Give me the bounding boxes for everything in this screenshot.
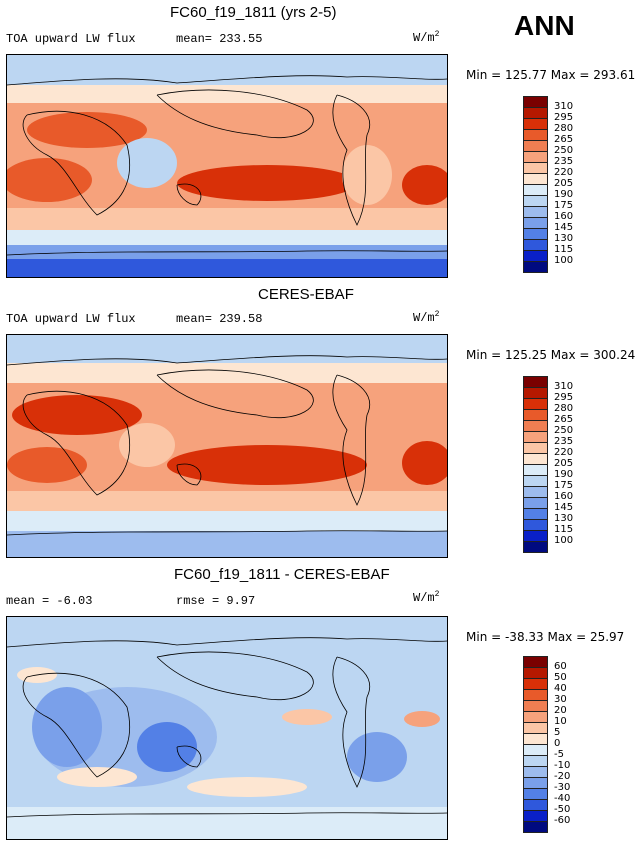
panel2-colorbar: 310 295 280 265 250 235 220 205 190 175 160 145 130 1… — [523, 376, 583, 553]
colorbar-tick-label: 220 — [554, 167, 574, 178]
colorbar-tick-label: 100 — [554, 535, 574, 546]
colorbar-tick-label: 20 — [554, 705, 567, 716]
colorbar-tick-label: 265 — [554, 134, 574, 145]
panel3-map-field — [7, 617, 447, 839]
panel2-map — [6, 334, 448, 558]
panel3-title: FC60_f19_1811 - CERES-EBAF — [174, 566, 390, 583]
colorbar-tick-label: 250 — [554, 145, 574, 156]
panel3-mean: mean = -6.03 — [6, 594, 93, 608]
panel1-units: W/m2 — [413, 30, 440, 45]
panel2-map-field — [7, 335, 447, 557]
colorbar-tick-label: 295 — [554, 392, 574, 403]
colorbar-tick-label: 190 — [554, 469, 574, 480]
panel1-mean: mean= 233.55 — [176, 32, 263, 46]
panel1-minmax: Min = 125.77 Max = 293.61 — [466, 68, 636, 82]
colorbar-tick-label: 310 — [554, 101, 574, 112]
colorbar-swatch — [523, 821, 548, 833]
colorbar-tick-label: 205 — [554, 458, 574, 469]
colorbar-tick-label: 30 — [554, 694, 567, 705]
colorbar-tick-label: 310 — [554, 381, 574, 392]
colorbar-tick-label: 100 — [554, 255, 574, 266]
panel1-colorbar: 310 295 280 265 250 235 220 205 190 175 160 145 130 1… — [523, 96, 583, 273]
colorbar-tick-label: 205 — [554, 178, 574, 189]
panel2-minmax: Min = 125.25 Max = 300.24 — [466, 348, 636, 362]
season-label: ANN — [514, 10, 575, 41]
colorbar-tick-label: 295 — [554, 112, 574, 123]
panel3-rmse: rmse = 9.97 — [176, 594, 256, 608]
colorbar-tick-label: -40 — [554, 793, 571, 804]
colorbar-tick-label: 145 — [554, 502, 574, 513]
colorbar-tick-label: 280 — [554, 123, 574, 134]
colorbar-tick-label: 175 — [554, 480, 574, 491]
colorbar-tick-label: -30 — [554, 782, 571, 793]
panel3-units: W/m2 — [413, 590, 440, 605]
colorbar-tick-label: -60 — [554, 815, 571, 826]
colorbar-tick-label: 0 — [554, 738, 561, 749]
colorbar-tick-label: -50 — [554, 804, 571, 815]
colorbar-tick-label: 265 — [554, 414, 574, 425]
colorbar-swatch — [523, 261, 548, 273]
colorbar-tick-label: 115 — [554, 244, 574, 255]
colorbar-tick-label: 50 — [554, 672, 567, 683]
panel3-colorbar: 60 50 40 30 20 10 5 0 -5 -10 -20 -30 -40 -50 -60 — [523, 656, 583, 833]
colorbar-tick-label: 175 — [554, 200, 574, 211]
colorbar-tick-label: 280 — [554, 403, 574, 414]
colorbar-tick-label: 250 — [554, 425, 574, 436]
colorbar-tick-label: 60 — [554, 661, 567, 672]
colorbar-tick-label: -20 — [554, 771, 571, 782]
panel3-minmax: Min = -38.33 Max = 25.97 — [466, 630, 625, 644]
colorbar-tick-label: 235 — [554, 436, 574, 447]
colorbar-tick-label: 130 — [554, 513, 574, 524]
colorbar-tick-label: 10 — [554, 716, 567, 727]
panel2-units: W/m2 — [413, 310, 440, 325]
colorbar-tick-label: 5 — [554, 727, 561, 738]
colorbar-tick-label: 130 — [554, 233, 574, 244]
colorbar-tick-label: -10 — [554, 760, 571, 771]
panel2-title: CERES-EBAF — [258, 286, 354, 303]
panel1-map — [6, 54, 448, 278]
colorbar-tick-label: 160 — [554, 491, 574, 502]
panel1-map-field — [7, 55, 447, 277]
colorbar-swatch — [523, 541, 548, 553]
colorbar-tick-label: -5 — [554, 749, 564, 760]
panel3-map — [6, 616, 448, 840]
colorbar-tick-label: 160 — [554, 211, 574, 222]
colorbar-tick-label: 115 — [554, 524, 574, 535]
colorbar-tick-label: 145 — [554, 222, 574, 233]
panel1-variable-label: TOA upward LW flux — [6, 32, 136, 46]
panel2-mean: mean= 239.58 — [176, 312, 263, 326]
colorbar-tick-label: 40 — [554, 683, 567, 694]
colorbar-tick-label: 220 — [554, 447, 574, 458]
colorbar-tick-label: 235 — [554, 156, 574, 167]
panel1-title: FC60_f19_1811 (yrs 2-5) — [170, 4, 337, 21]
colorbar-tick-label: 190 — [554, 189, 574, 200]
panel2-variable-label: TOA upward LW flux — [6, 312, 136, 326]
